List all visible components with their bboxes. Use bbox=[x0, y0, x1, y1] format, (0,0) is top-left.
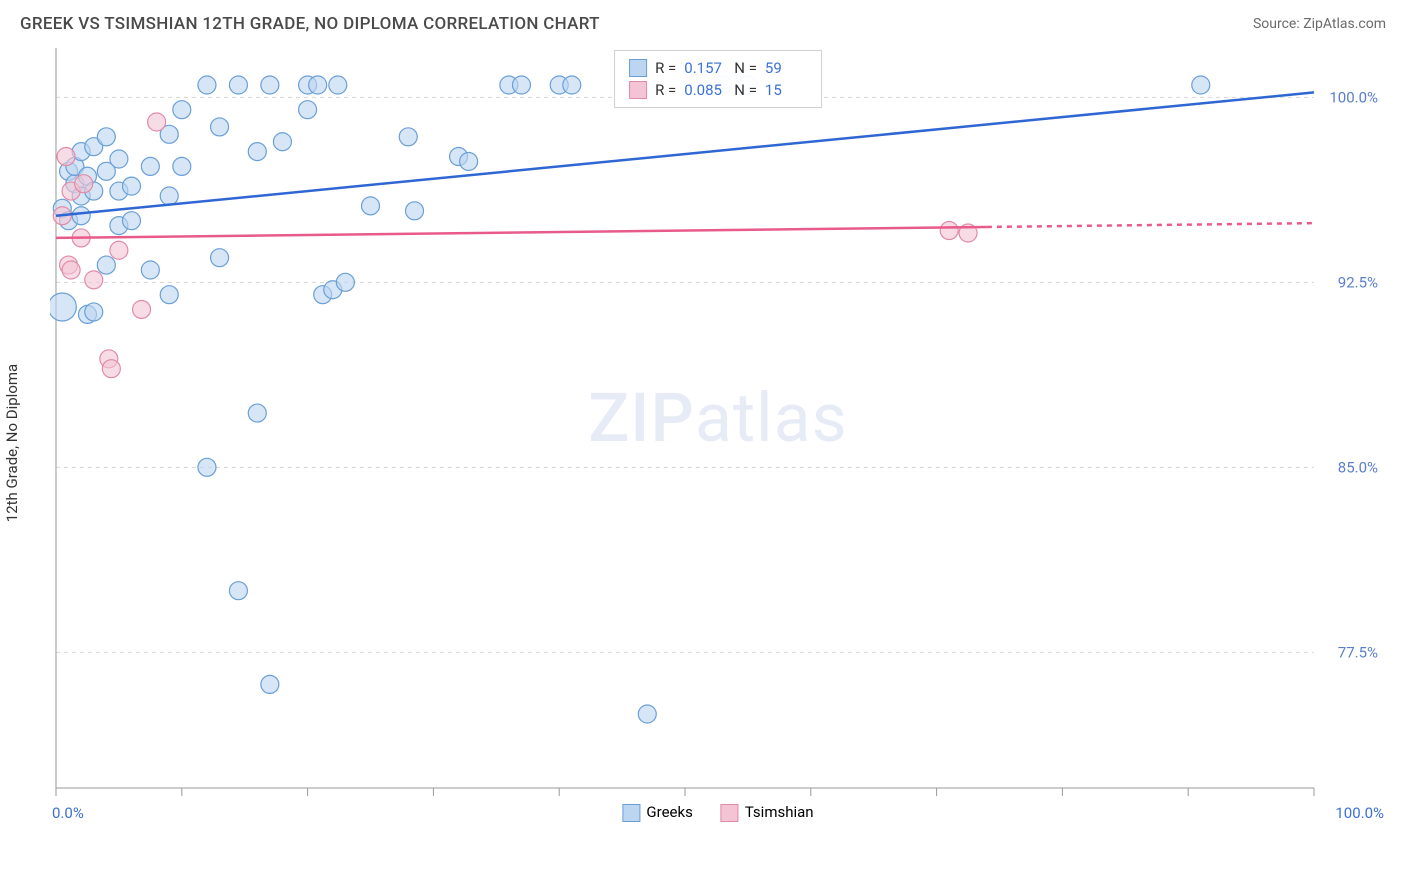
legend-swatch-icon bbox=[622, 804, 640, 822]
svg-text:100.0%: 100.0% bbox=[1329, 88, 1378, 106]
legend-swatch-icon bbox=[721, 804, 739, 822]
legend-r-value-greeks: 0.157 bbox=[684, 59, 726, 77]
chart-container: 12th Grade, No Diploma 77.5%85.0%92.5%10… bbox=[50, 44, 1386, 824]
legend-item-greeks: Greeks bbox=[622, 803, 692, 822]
x-axis-min-label: 0.0% bbox=[52, 804, 84, 822]
legend-r-value-tsimshian: 0.085 bbox=[684, 81, 726, 99]
svg-text:92.5%: 92.5% bbox=[1338, 273, 1378, 291]
legend-swatch-greeks bbox=[629, 59, 647, 77]
legend-n-label: N = bbox=[734, 59, 757, 77]
legend-n-value-greeks: 59 bbox=[765, 59, 807, 77]
chart-title: GREEK VS TSIMSHIAN 12TH GRADE, NO DIPLOM… bbox=[20, 14, 600, 34]
legend-row-tsimshian: R = 0.085 N = 15 bbox=[629, 79, 807, 101]
correlation-legend: R = 0.157 N = 59 R = 0.085 N = 15 bbox=[614, 50, 822, 108]
legend-label: Greeks bbox=[646, 803, 692, 821]
series-legend: Greeks Tsimshian bbox=[622, 803, 813, 822]
legend-row-greeks: R = 0.157 N = 59 bbox=[629, 57, 807, 79]
y-axis-label: 12th Grade, No Diploma bbox=[3, 364, 21, 522]
chart-source: Source: ZipAtlas.com bbox=[1253, 16, 1386, 32]
scatter-plot: 77.5% 85.0% 92.5% 100.0% bbox=[50, 44, 1386, 824]
svg-text:85.0%: 85.0% bbox=[1338, 458, 1378, 476]
x-axis-max-label: 100.0% bbox=[1335, 804, 1384, 822]
legend-swatch-tsimshian bbox=[629, 81, 647, 99]
chart-header: GREEK VS TSIMSHIAN 12TH GRADE, NO DIPLOM… bbox=[0, 0, 1406, 44]
legend-r-label: R = bbox=[655, 81, 676, 99]
legend-label: Tsimshian bbox=[745, 803, 814, 821]
legend-r-label: R = bbox=[655, 59, 676, 77]
legend-n-value-tsimshian: 15 bbox=[765, 81, 807, 99]
legend-n-label: N = bbox=[734, 81, 757, 99]
svg-text:77.5%: 77.5% bbox=[1338, 643, 1378, 661]
legend-item-tsimshian: Tsimshian bbox=[721, 803, 814, 822]
